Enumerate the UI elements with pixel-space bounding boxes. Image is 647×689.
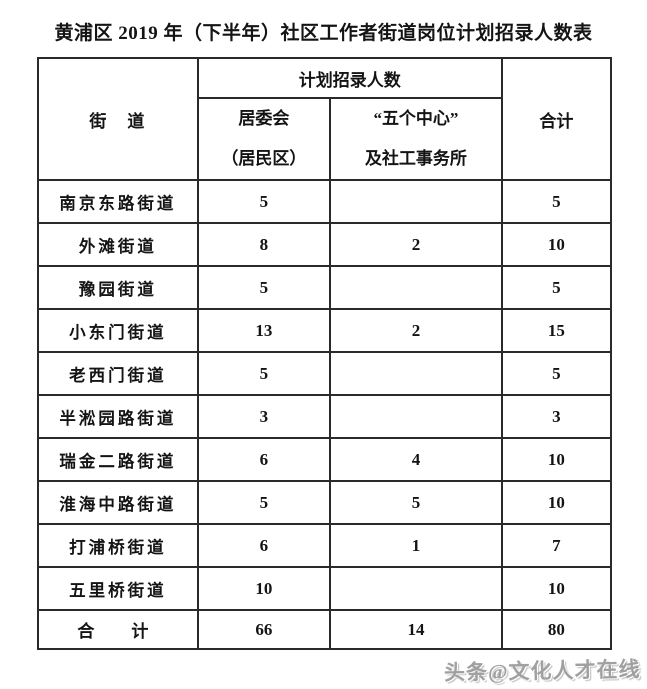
juweihui-value: 5 — [196, 351, 332, 396]
juweihui-value: 5 — [196, 179, 332, 224]
centers-value: 5 — [329, 480, 503, 525]
total-value: 15 — [500, 308, 613, 353]
table-row: 五里桥街道 10 10 — [37, 566, 613, 611]
table-row: 老西门街道 5 5 — [37, 351, 613, 396]
header-juweihui-line1: 居委会 — [238, 109, 290, 128]
juweihui-value: 6 — [196, 523, 332, 568]
total-value: 10 — [500, 437, 613, 482]
header-plan-group: 计划招录人数 — [196, 57, 503, 99]
street-name: 半淞园路街道 — [37, 394, 199, 439]
total-value: 3 — [500, 394, 613, 439]
street-name: 打浦桥街道 — [37, 523, 199, 568]
page-title: 黄浦区 2019 年（下半年）社区工作者街道岗位计划招录人数表 — [54, 23, 593, 44]
table-row: 淮海中路街道 5 5 10 — [37, 480, 613, 525]
street-name: 南京东路街道 — [37, 179, 199, 224]
juweihui-value: 3 — [196, 394, 332, 439]
total-value: 5 — [500, 351, 613, 396]
total-centers-value: 14 — [329, 609, 503, 650]
centers-value: 2 — [329, 222, 503, 267]
street-name: 小东门街道 — [37, 308, 199, 353]
table-row: 外滩街道 8 2 10 — [37, 222, 613, 267]
juweihui-value: 8 — [196, 222, 332, 267]
table-row: 半淞园路街道 3 3 — [37, 394, 613, 439]
table-body: 南京东路街道 5 5 外滩街道 8 2 10 豫园街道 5 5 小东门街道 13… — [37, 179, 613, 611]
centers-value: 4 — [329, 437, 503, 482]
recruitment-table: 街 道 计划招录人数 合计 居委会 （居民区） “五个中心” 及社工事务所 南京… — [37, 57, 613, 650]
total-value: 10 — [500, 222, 613, 267]
header-centers-line1: “五个中心” — [373, 109, 459, 128]
header-centers-line2: 及社工事务所 — [364, 149, 467, 168]
table-footer: 合 计 66 14 80 — [37, 609, 613, 650]
juweihui-value: 5 — [196, 480, 332, 525]
header-juweihui-line2: （居民区） — [221, 149, 307, 168]
centers-value — [329, 351, 503, 396]
total-juweihui-value: 66 — [196, 609, 332, 650]
table-row: 打浦桥街道 6 1 7 — [37, 523, 613, 568]
centers-value — [329, 566, 503, 611]
juweihui-value: 6 — [196, 437, 332, 482]
centers-value — [329, 179, 503, 224]
header-centers: “五个中心” 及社工事务所 — [329, 97, 503, 181]
juweihui-value: 5 — [196, 265, 332, 310]
centers-value: 1 — [329, 523, 503, 568]
total-value: 5 — [500, 179, 613, 224]
street-name: 五里桥街道 — [37, 566, 199, 611]
total-value: 7 — [500, 523, 613, 568]
centers-value — [329, 394, 503, 439]
header-street: 街 道 — [37, 57, 199, 181]
table-row: 瑞金二路街道 6 4 10 — [37, 437, 613, 482]
total-row-label: 合 计 — [37, 609, 199, 650]
table-header: 街 道 计划招录人数 合计 居委会 （居民区） “五个中心” 及社工事务所 — [37, 57, 613, 181]
total-value: 10 — [500, 480, 613, 525]
table-row: 南京东路街道 5 5 — [37, 179, 613, 224]
table-row: 小东门街道 13 2 15 — [37, 308, 613, 353]
header-total: 合计 — [500, 57, 613, 181]
juweihui-value: 13 — [196, 308, 332, 353]
street-name: 瑞金二路街道 — [37, 437, 199, 482]
total-value: 5 — [500, 265, 613, 310]
total-total-value: 80 — [500, 609, 613, 650]
table-row: 豫园街道 5 5 — [37, 265, 613, 310]
header-juweihui: 居委会 （居民区） — [196, 97, 332, 181]
street-name: 外滩街道 — [37, 222, 199, 267]
juweihui-value: 10 — [196, 566, 332, 611]
total-row: 合 计 66 14 80 — [37, 609, 613, 650]
centers-value: 2 — [329, 308, 503, 353]
street-name: 豫园街道 — [37, 265, 199, 310]
street-name: 淮海中路街道 — [37, 480, 199, 525]
total-value: 10 — [500, 566, 613, 611]
street-name: 老西门街道 — [37, 351, 199, 396]
centers-value — [329, 265, 503, 310]
watermark: 头条@文化人才在线 — [444, 657, 642, 685]
